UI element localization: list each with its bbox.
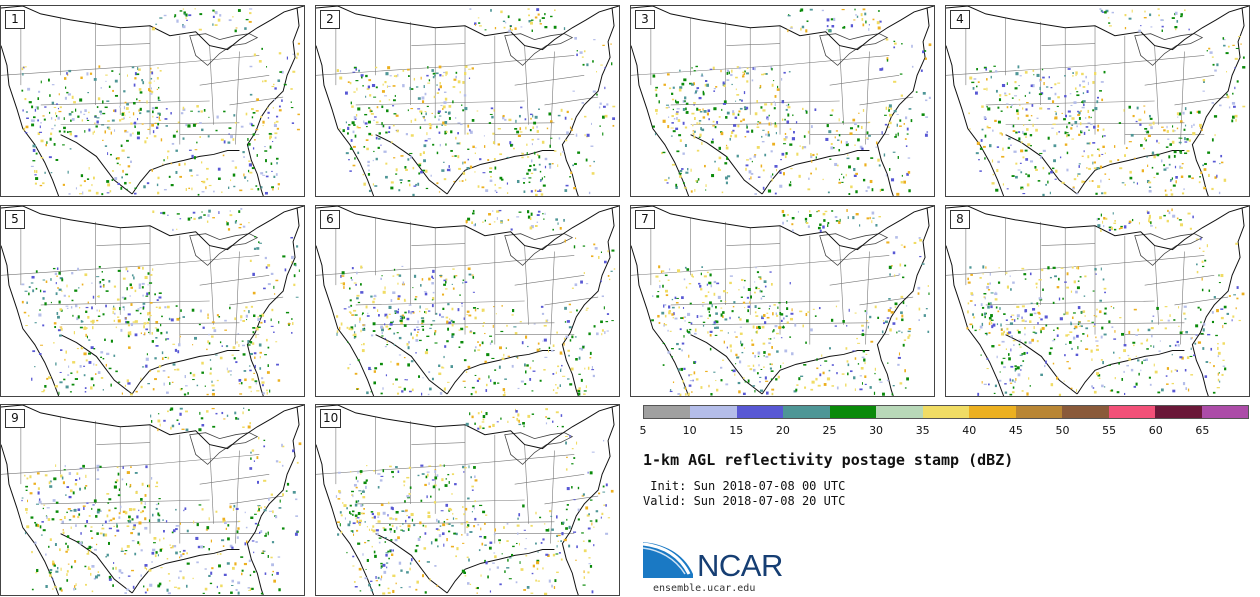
colorbar-segment bbox=[1062, 406, 1109, 418]
colorbar-tick-label: 50 bbox=[1055, 424, 1070, 437]
postage-stamp-panel: 8 bbox=[945, 205, 1250, 397]
member-number-label: 6 bbox=[320, 210, 340, 229]
reflectivity-map bbox=[316, 405, 619, 595]
colorbar-tick-label: 20 bbox=[775, 424, 790, 437]
postage-stamp-panel: 1 bbox=[0, 5, 305, 197]
reflectivity-map bbox=[1, 206, 304, 396]
colorbar-segment bbox=[876, 406, 923, 418]
colorbar-segment bbox=[736, 406, 784, 418]
member-number-label: 2 bbox=[320, 10, 340, 29]
member-number-label: 5 bbox=[5, 210, 25, 229]
init-time: Init: Sun 2018-07-08 00 UTC bbox=[643, 479, 846, 493]
member-number-label: 3 bbox=[635, 10, 655, 29]
valid-time: Valid: Sun 2018-07-08 20 UTC bbox=[643, 494, 846, 508]
postage-stamp-panel: 2 bbox=[315, 5, 620, 197]
colorbar-segment bbox=[922, 406, 970, 418]
colorbar-segment bbox=[644, 406, 691, 418]
colorbar-segment bbox=[1155, 406, 1202, 418]
postage-stamp-panel: 6 bbox=[315, 205, 620, 397]
reflectivity-colorbar bbox=[643, 405, 1249, 419]
reflectivity-map bbox=[946, 206, 1249, 396]
colorbar-segment bbox=[1201, 406, 1249, 418]
colorbar-tick-label: 65 bbox=[1195, 424, 1210, 437]
postage-stamp-panel: 10 bbox=[315, 404, 620, 596]
colorbar-tick-label: 35 bbox=[915, 424, 930, 437]
reflectivity-map bbox=[631, 206, 934, 396]
colorbar-segment bbox=[969, 406, 1016, 418]
colorbar-segment bbox=[829, 406, 877, 418]
reflectivity-map bbox=[946, 6, 1249, 196]
colorbar-tick-label: 10 bbox=[682, 424, 697, 437]
colorbar-tick-label: 45 bbox=[1008, 424, 1023, 437]
ensemble-url: ensemble.ucar.edu bbox=[653, 583, 756, 594]
member-number-label: 8 bbox=[950, 210, 970, 229]
postage-stamp-panel: 5 bbox=[0, 205, 305, 397]
colorbar-segment bbox=[1108, 406, 1156, 418]
member-number-label: 10 bbox=[320, 409, 342, 428]
colorbar-tick-label: 55 bbox=[1102, 424, 1117, 437]
reflectivity-map bbox=[631, 6, 934, 196]
postage-stamp-panel: 4 bbox=[945, 5, 1250, 197]
reflectivity-map bbox=[1, 405, 304, 595]
reflectivity-map bbox=[316, 6, 619, 196]
colorbar-tick-labels: 5 10 15 20 25 30 35 40 45 50 55 60 65 bbox=[639, 424, 1260, 438]
member-number-label: 4 bbox=[950, 10, 970, 29]
colorbar-tick-label: 15 bbox=[729, 424, 744, 437]
postage-stamp-panel: 3 bbox=[630, 5, 935, 197]
colorbar-segment bbox=[1015, 406, 1063, 418]
colorbar-tick-label: 25 bbox=[822, 424, 837, 437]
reflectivity-map bbox=[1, 6, 304, 196]
member-number-label: 7 bbox=[635, 210, 655, 229]
logo-wordmark: NCAR bbox=[697, 548, 783, 583]
colorbar-tick-label: 40 bbox=[962, 424, 977, 437]
colorbar-segment bbox=[783, 406, 830, 418]
colorbar-tick-label: 30 bbox=[869, 424, 884, 437]
member-number-label: 9 bbox=[5, 409, 25, 428]
reflectivity-map bbox=[316, 206, 619, 396]
postage-stamp-panel: 7 bbox=[630, 205, 935, 397]
colorbar-tick-label: 60 bbox=[1148, 424, 1163, 437]
colorbar-segment bbox=[690, 406, 737, 418]
postage-stamp-panel: 9 bbox=[0, 404, 305, 596]
member-number-label: 1 bbox=[5, 10, 25, 29]
figure-title: 1-km AGL reflectivity postage stamp (dBZ… bbox=[643, 451, 1014, 469]
colorbar-tick-label: 5 bbox=[639, 424, 647, 437]
ncar-logo-icon bbox=[643, 542, 693, 578]
